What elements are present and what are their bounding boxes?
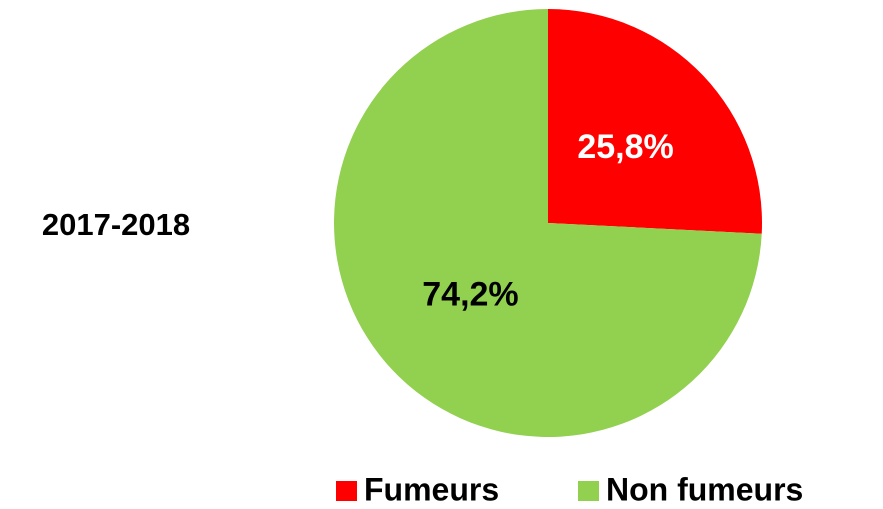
data-label: 25,8% [577, 128, 673, 166]
legend-swatch [336, 481, 357, 501]
data-label: 74,2% [422, 276, 518, 314]
legend-swatch [578, 481, 599, 501]
legend-label: Non fumeurs [606, 471, 803, 507]
legend-label: Fumeurs [364, 471, 499, 507]
chart-title: 2017-2018 [42, 207, 190, 242]
pie-slice [334, 9, 762, 438]
pie-slice [548, 9, 763, 234]
